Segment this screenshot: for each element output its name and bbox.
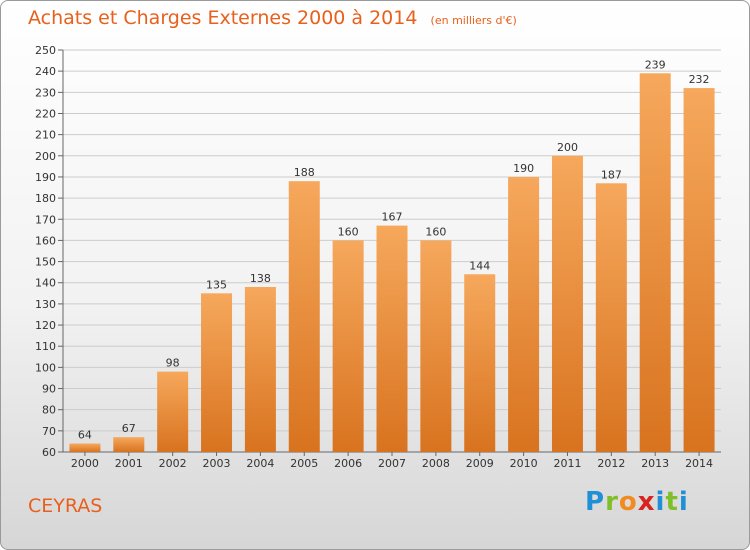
y-tick-label: 100 [35, 361, 56, 374]
data-label: 67 [122, 422, 136, 435]
y-tick-label: 180 [35, 192, 56, 205]
data-label: 160 [425, 225, 446, 238]
bar [157, 371, 189, 452]
data-label: 239 [645, 58, 666, 71]
bar [332, 240, 364, 452]
y-tick-label: 70 [42, 425, 56, 438]
y-tick-label: 150 [35, 256, 56, 269]
x-tick-label: 2006 [334, 457, 362, 470]
town-name: CEYRAS [28, 495, 103, 517]
bar [683, 88, 715, 452]
logo-letter: t [665, 487, 679, 517]
bar [244, 286, 276, 452]
x-tick-label: 2002 [159, 457, 187, 470]
bar [464, 274, 496, 452]
x-tick-label: 2013 [641, 457, 669, 470]
bar [551, 155, 583, 452]
bar [420, 240, 452, 452]
y-tick-label: 210 [35, 129, 56, 142]
labels: 60 70 80 90 100 110 120 130 140 150 160 170 180 190 20… [35, 44, 713, 470]
data-label: 98 [166, 357, 180, 370]
x-tick-label: 2003 [203, 457, 231, 470]
bar [288, 181, 320, 452]
bar [201, 293, 233, 452]
y-tick-label: 190 [35, 171, 56, 184]
y-tick-label: 250 [35, 44, 56, 57]
data-label: 190 [513, 162, 534, 175]
data-label: 138 [250, 272, 271, 285]
y-tick-label: 160 [35, 234, 56, 247]
logo-letter: o [618, 487, 638, 517]
bar [376, 225, 408, 452]
y-tick-label: 130 [35, 298, 56, 311]
y-tick-label: 170 [35, 213, 56, 226]
y-tick-label: 80 [42, 404, 56, 417]
chart-title: Achats et Charges Externes 2000 à 2014 [28, 7, 418, 29]
x-tick-label: 2010 [510, 457, 538, 470]
x-tick-label: 2012 [597, 457, 625, 470]
x-tick-label: 2004 [246, 457, 274, 470]
y-tick-label: 90 [42, 383, 56, 396]
x-tick-label: 2000 [71, 457, 99, 470]
y-tick-label: 120 [35, 319, 56, 332]
bar [69, 443, 101, 452]
y-tick-label: 110 [35, 340, 56, 353]
x-tick-label: 2005 [290, 457, 318, 470]
title-row: Achats et Charges Externes 2000 à 2014 (… [28, 7, 517, 29]
logo-letter: i [678, 487, 689, 517]
bar [639, 73, 671, 452]
data-label: 232 [689, 73, 710, 86]
x-tick-label: 2011 [553, 457, 581, 470]
x-tick-label: 2007 [378, 457, 406, 470]
y-tick-label: 140 [35, 277, 56, 290]
data-label: 200 [557, 141, 578, 154]
y-tick-label: 220 [35, 107, 56, 120]
data-label: 167 [382, 211, 403, 224]
data-label: 187 [601, 168, 622, 181]
bar [595, 183, 627, 452]
data-label: 64 [78, 429, 92, 442]
data-label: 160 [338, 225, 359, 238]
proxiti-logo: Proxiti [585, 487, 689, 517]
logo-letter: r [605, 487, 619, 517]
bars [69, 73, 715, 452]
x-tick-label: 2008 [422, 457, 450, 470]
logo-letter: i [655, 487, 666, 517]
y-tick-label: 200 [35, 150, 56, 163]
x-tick-label: 2009 [466, 457, 494, 470]
logo-letter: P [585, 487, 606, 517]
data-label: 135 [206, 278, 227, 291]
y-tick-label: 60 [42, 446, 56, 459]
x-tick-label: 2014 [685, 457, 713, 470]
bar [508, 176, 540, 452]
bar [113, 437, 145, 452]
data-label: 144 [469, 259, 490, 272]
logo-letter: x [637, 487, 656, 517]
y-tick-label: 230 [35, 86, 56, 99]
chart-subtitle: (en milliers d'€) [430, 14, 517, 27]
x-tick-label: 2001 [115, 457, 143, 470]
y-tick-label: 240 [35, 65, 56, 78]
data-label: 188 [294, 166, 315, 179]
